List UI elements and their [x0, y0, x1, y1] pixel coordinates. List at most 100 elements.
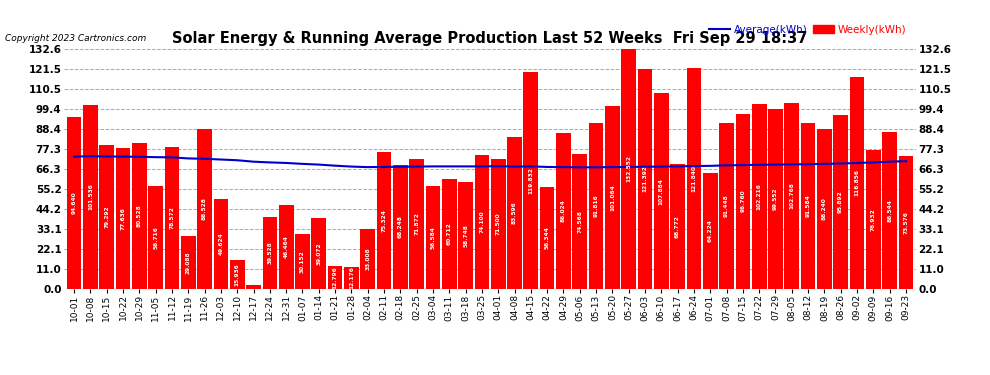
Text: 73.576: 73.576: [904, 211, 909, 234]
Text: 74.568: 74.568: [577, 210, 582, 233]
Text: 83.596: 83.596: [512, 202, 517, 225]
Text: 56.584: 56.584: [431, 226, 436, 249]
Bar: [312, 218, 326, 289]
Text: 49.624: 49.624: [219, 232, 224, 255]
Bar: [295, 234, 310, 289]
Bar: [719, 123, 734, 289]
Bar: [556, 133, 571, 289]
Text: 77.636: 77.636: [121, 207, 126, 230]
Text: 79.292: 79.292: [104, 206, 109, 228]
Bar: [458, 182, 473, 289]
Bar: [687, 68, 701, 289]
Text: 116.856: 116.856: [854, 170, 859, 196]
Text: 39.072: 39.072: [316, 242, 322, 265]
Bar: [181, 236, 196, 289]
Bar: [328, 266, 343, 289]
Text: Copyright 2023 Cartronics.com: Copyright 2023 Cartronics.com: [5, 34, 147, 43]
Text: 119.832: 119.832: [529, 167, 534, 194]
Bar: [670, 164, 685, 289]
Text: 121.392: 121.392: [643, 165, 647, 192]
Text: 101.536: 101.536: [88, 183, 93, 210]
Bar: [899, 156, 914, 289]
Bar: [638, 69, 652, 289]
Legend: Average(kWh), Weekly(kWh): Average(kWh), Weekly(kWh): [705, 20, 911, 39]
Text: 76.932: 76.932: [871, 208, 876, 231]
Text: 88.240: 88.240: [822, 198, 827, 220]
Bar: [834, 115, 848, 289]
Bar: [393, 165, 408, 289]
Text: 96.760: 96.760: [741, 190, 745, 213]
Text: 58.748: 58.748: [463, 224, 468, 247]
Text: 71.500: 71.500: [496, 213, 501, 236]
Bar: [409, 159, 424, 289]
Bar: [442, 179, 456, 289]
Text: 94.640: 94.640: [71, 192, 76, 214]
Text: 80.528: 80.528: [137, 204, 142, 227]
Bar: [751, 104, 766, 289]
Text: 132.552: 132.552: [627, 155, 632, 182]
Text: 91.816: 91.816: [594, 194, 599, 217]
Bar: [197, 129, 212, 289]
Text: 88.528: 88.528: [202, 197, 207, 220]
Bar: [360, 229, 375, 289]
Text: 86.024: 86.024: [561, 200, 566, 222]
Bar: [589, 123, 604, 289]
Bar: [507, 138, 522, 289]
Text: 91.448: 91.448: [724, 195, 729, 217]
Bar: [230, 260, 245, 289]
Bar: [801, 123, 816, 289]
Bar: [524, 72, 539, 289]
Bar: [116, 148, 131, 289]
Bar: [540, 187, 554, 289]
Bar: [99, 145, 114, 289]
Text: 68.248: 68.248: [398, 216, 403, 238]
Bar: [768, 109, 783, 289]
Bar: [572, 154, 587, 289]
Bar: [784, 103, 799, 289]
Title: Solar Energy & Running Average Production Last 52 Weeks  Fri Sep 29 18:37: Solar Energy & Running Average Productio…: [172, 31, 808, 46]
Text: 64.224: 64.224: [708, 219, 713, 242]
Text: 39.528: 39.528: [267, 242, 272, 264]
Text: 99.552: 99.552: [773, 188, 778, 210]
Text: 101.064: 101.064: [610, 184, 615, 211]
Text: 74.100: 74.100: [479, 210, 484, 233]
Bar: [882, 132, 897, 289]
Text: 91.584: 91.584: [806, 195, 811, 217]
Bar: [817, 129, 832, 289]
Bar: [703, 172, 718, 289]
Bar: [279, 205, 293, 289]
Bar: [605, 106, 620, 289]
Bar: [247, 285, 261, 289]
Bar: [148, 186, 163, 289]
Text: 12.796: 12.796: [333, 266, 338, 288]
Text: 75.324: 75.324: [381, 209, 386, 232]
Bar: [214, 199, 229, 289]
Text: 33.008: 33.008: [365, 248, 370, 270]
Text: 12.176: 12.176: [348, 266, 353, 289]
Bar: [491, 159, 506, 289]
Bar: [83, 105, 98, 289]
Text: 15.936: 15.936: [235, 263, 240, 286]
Text: 102.216: 102.216: [756, 183, 761, 210]
Bar: [849, 77, 864, 289]
Text: 95.892: 95.892: [839, 190, 843, 213]
Bar: [736, 114, 750, 289]
Text: 60.712: 60.712: [446, 222, 451, 245]
Bar: [622, 49, 636, 289]
Text: 71.872: 71.872: [414, 212, 419, 235]
Text: 30.152: 30.152: [300, 250, 305, 273]
Text: 46.464: 46.464: [284, 235, 289, 258]
Bar: [474, 154, 489, 289]
Text: 56.716: 56.716: [153, 226, 158, 249]
Bar: [132, 143, 147, 289]
Text: 29.088: 29.088: [186, 251, 191, 274]
Bar: [654, 93, 668, 289]
Bar: [164, 147, 179, 289]
Bar: [866, 150, 881, 289]
Bar: [426, 186, 441, 289]
Bar: [66, 117, 81, 289]
Bar: [262, 217, 277, 289]
Text: 68.772: 68.772: [675, 215, 680, 238]
Text: 121.840: 121.840: [691, 165, 696, 192]
Bar: [345, 267, 358, 289]
